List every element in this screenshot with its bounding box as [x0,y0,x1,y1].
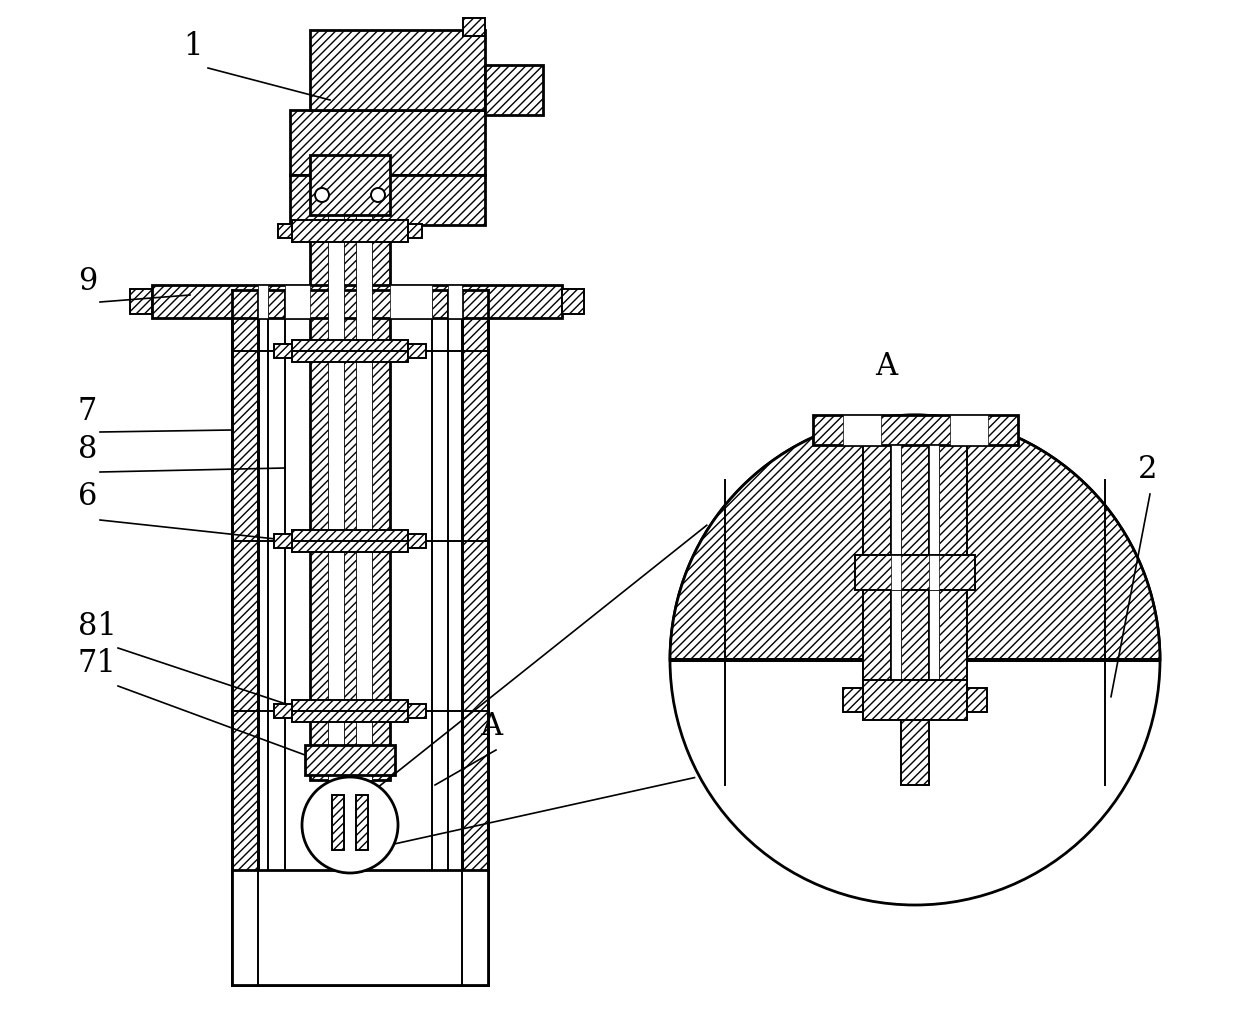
Bar [291,530,408,552]
Text: 71: 71 [78,648,117,680]
Circle shape [303,777,398,873]
Bar [939,445,967,705]
Bar [408,224,422,238]
Bar [950,415,988,445]
Bar [391,285,432,318]
Bar [274,704,291,718]
Text: 2: 2 [1138,454,1157,485]
Bar [278,224,291,238]
Circle shape [371,188,384,201]
Bar [310,155,391,215]
Text: A: A [875,351,897,382]
Bar [901,445,929,705]
Bar [291,700,408,722]
Bar [856,555,975,590]
Bar [329,160,343,780]
Bar [408,534,427,548]
Bar [929,445,939,705]
Bar [929,555,939,590]
Bar [258,285,268,318]
Bar [153,285,562,318]
Text: 7: 7 [78,396,98,427]
Bar [291,220,408,242]
Bar [232,290,258,985]
Bar [356,795,368,850]
Bar [863,445,892,705]
Text: 81: 81 [78,611,117,642]
Bar [408,704,427,718]
Bar [813,415,1018,445]
Bar [232,870,489,985]
Bar [463,19,485,36]
Bar [291,340,408,362]
Bar [408,344,427,358]
Bar [274,534,291,548]
Bar [967,688,987,712]
Polygon shape [670,415,1159,660]
Bar [285,285,310,318]
Text: A: A [480,711,502,742]
Bar [290,175,485,225]
Bar [310,160,391,780]
Bar [274,344,291,358]
Bar [485,65,543,115]
Bar [892,445,901,705]
Circle shape [315,188,329,201]
Text: 9: 9 [78,266,97,297]
Bar [843,688,863,712]
Text: 8: 8 [78,434,98,465]
Bar [463,290,489,985]
Bar [901,720,929,785]
Bar [892,555,901,590]
Bar [332,795,343,850]
Text: 1: 1 [184,31,202,62]
Circle shape [670,415,1159,905]
Bar [305,745,396,775]
Bar [448,285,463,318]
Bar [310,30,485,110]
Bar [843,415,880,445]
Text: 6: 6 [78,481,98,512]
Bar [863,680,967,720]
Bar [562,289,584,314]
Bar [290,110,485,175]
Bar [130,289,153,314]
Bar [356,160,372,780]
